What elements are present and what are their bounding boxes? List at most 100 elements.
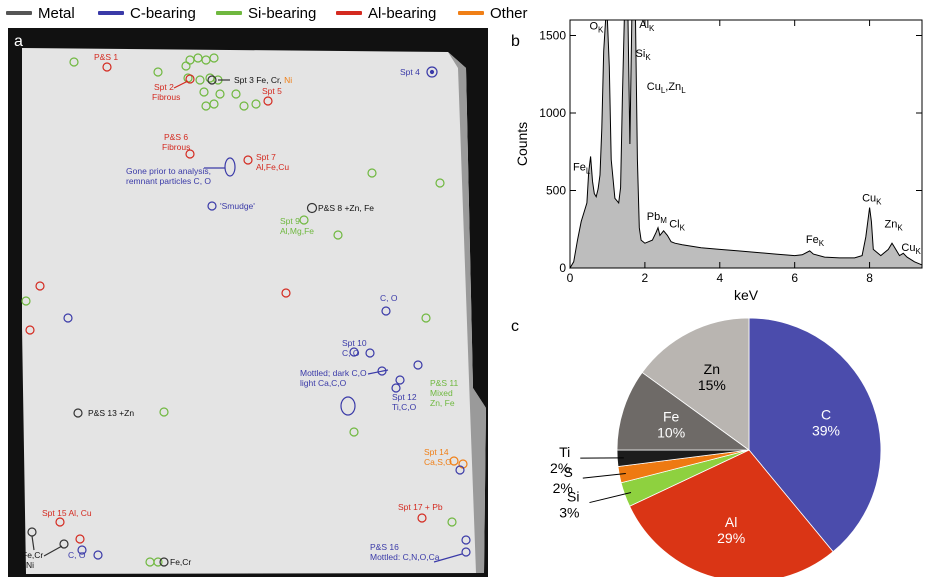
pie-label-percent: 15% (698, 377, 726, 393)
legend-label: C-bearing (130, 5, 196, 22)
legend-label: Si-bearing (248, 5, 316, 22)
map-label: C, O (342, 348, 360, 358)
map-label: Ca,S,O (424, 457, 452, 467)
legend-item-metal: Metal (6, 3, 75, 23)
legend-label: Al-bearing (368, 5, 436, 22)
peak-label: CuL,ZnL (647, 81, 686, 95)
map-label: Fe,Cr (22, 550, 43, 560)
map-label: P&S 6 (164, 132, 188, 142)
spot-marker (431, 71, 434, 74)
map-label: Spt 2 (154, 82, 174, 92)
legend-swatch (216, 11, 242, 15)
map-label: C, O (380, 293, 398, 303)
panel-c-letter: c (511, 318, 519, 335)
peak-label-element: Cu (647, 81, 661, 93)
map-label: P&S 13 +Zn (88, 408, 134, 418)
x-tick-label: 8 (866, 271, 873, 285)
peak-label-shell: K (876, 197, 882, 206)
map-label: Spt 14 (424, 447, 449, 457)
map-label: Ni (26, 560, 34, 570)
map-label: C, O (68, 550, 86, 560)
peak-label-shell: K (897, 224, 903, 233)
map-label: P&S 16 (370, 542, 399, 552)
pie-label-percent: 2% (550, 460, 570, 476)
y-tick-label: 500 (546, 184, 566, 198)
map-label: P&S 8 +Zn, Fe (318, 203, 374, 213)
map-label: Spt 5 (262, 86, 282, 96)
panel-b-letter: b (511, 33, 520, 50)
map-label: Gone prior to analysis, (126, 166, 211, 176)
map-label: Fe,Cr (170, 557, 191, 567)
map-label: 'Smudge' (220, 201, 255, 211)
map-label-part: Spt 3 Fe, Cr, (234, 75, 284, 85)
pie-label-name: C (821, 406, 831, 422)
pie-label-percent: 3% (559, 505, 579, 521)
map-label: Spt 7 (256, 152, 276, 162)
x-tick-label: 2 (642, 271, 649, 285)
legend-item-al-bearing: Al-bearing (336, 3, 436, 23)
map-label: Mixed (430, 388, 453, 398)
map-label: Fibrous (152, 92, 180, 102)
x-axis-label: keV (734, 287, 759, 303)
pie-label-percent: 39% (812, 422, 840, 438)
peak-label-shell: M (660, 216, 667, 225)
sample-plate (22, 48, 486, 574)
peak-label-shell: K (915, 247, 921, 256)
map-label: light Ca,C,O (300, 378, 347, 388)
peak-label-element: Cu (862, 192, 876, 204)
legend-swatch (336, 11, 362, 15)
pie-leader-line (589, 492, 631, 502)
map-label: Al,Fe,Cu (256, 162, 289, 172)
peak-label-element: Al (639, 19, 649, 31)
map-label: Spt 17 + Pb (398, 502, 443, 512)
pie-label-name: Fe (663, 409, 680, 425)
peak-label-element: Si (636, 48, 646, 60)
peak-label-shell: K (649, 24, 655, 33)
y-tick-label: 1500 (539, 29, 566, 43)
peak-label-element: ,Zn (665, 81, 681, 93)
x-tick-label: 0 (567, 271, 574, 285)
peak-label-shell: L (586, 166, 591, 175)
map-label: Al,Mg,Fe (280, 226, 314, 236)
map-label: Spt 9 (280, 216, 300, 226)
pie-label-percent: 29% (717, 530, 745, 546)
legend-swatch (458, 11, 484, 15)
map-label: Spt 4 (400, 67, 420, 77)
map-label: Mottled; dark C,O (300, 368, 367, 378)
peak-label-element: Fe (806, 234, 819, 246)
pie-label-name: Ti (559, 444, 570, 460)
legend-item-si-bearing: Si-bearing (216, 3, 316, 23)
pie-label-percent: 10% (657, 425, 685, 441)
y-tick-label: 0 (559, 261, 566, 275)
panel-a-letter: a (14, 33, 23, 50)
map-label-part: Ni (284, 75, 292, 85)
peak-label-element: Pb (647, 211, 660, 223)
map-label: remnant particles C, O (126, 176, 211, 186)
map-label: Spt 15 Al, Cu (42, 508, 92, 518)
pie-label-name: Zn (704, 361, 720, 377)
peak-label-element: Zn (885, 219, 898, 231)
x-tick-label: 4 (716, 271, 723, 285)
y-axis-label: Counts (514, 122, 530, 166)
peak-label-shell: K (680, 224, 686, 233)
map-label: Fibrous (162, 142, 190, 152)
peak-label-shell: L (681, 86, 686, 95)
legend-swatch (6, 11, 32, 15)
map-label: Zn, Fe (430, 398, 455, 408)
x-tick-label: 6 (791, 271, 798, 285)
peak-label-shell: K (598, 25, 604, 34)
sample-map-panel: a (8, 28, 488, 577)
legend-swatch (98, 11, 124, 15)
peak-label-element: Cl (669, 219, 679, 231)
legend-label: Metal (38, 5, 75, 22)
peak-label-element: Fe (573, 161, 586, 173)
map-label: Mottled: C,N,O,Ca (370, 552, 440, 562)
map-label: Spt 3 Fe, Cr, Ni (234, 75, 292, 85)
map-label: Spt 12 (392, 392, 417, 402)
y-tick-label: 1000 (539, 106, 566, 120)
peak-label-shell: K (645, 53, 651, 62)
map-label: P&S 11 (430, 378, 458, 388)
sample-map-svg: a (8, 28, 488, 577)
